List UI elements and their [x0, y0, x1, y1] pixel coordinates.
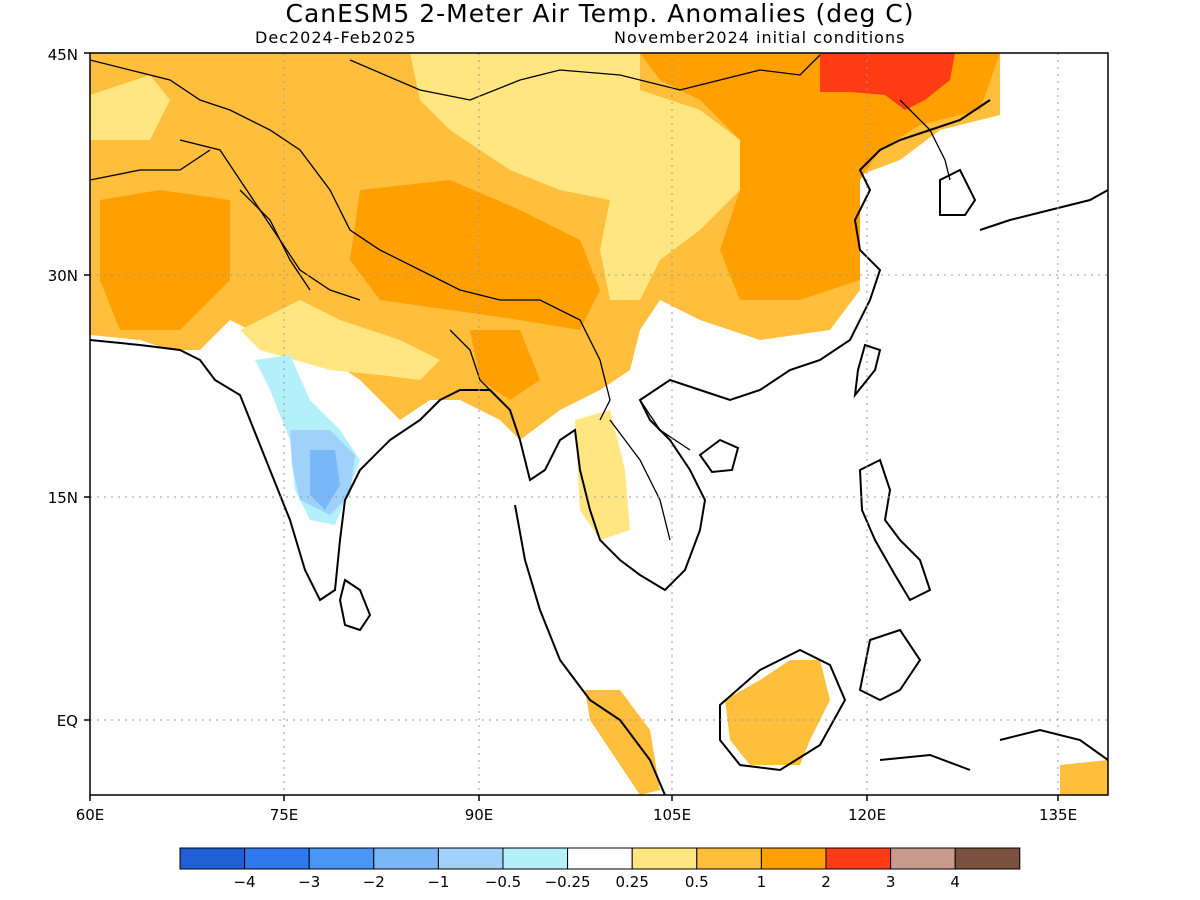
- longitude-labels: 60E 75E 90E 105E 120E 135E: [76, 806, 1077, 824]
- colorbar-swatch: [437, 847, 504, 870]
- lon-label: 75E: [270, 806, 299, 824]
- colorbar-swatch: [308, 847, 375, 870]
- colorbar-label: 0.25: [615, 873, 648, 891]
- colorbar-label: −0.25: [545, 873, 591, 891]
- map-frame: [89, 52, 1109, 796]
- lon-label: 135E: [1039, 806, 1077, 824]
- colorbar-label: 1: [757, 873, 767, 891]
- colorbar-swatch: [954, 847, 1021, 870]
- tick-marks: [84, 52, 1059, 801]
- grid-lines: [90, 53, 1108, 795]
- lon-label: 60E: [76, 806, 105, 824]
- lon-label: 105E: [653, 806, 691, 824]
- anomaly-region-hot-northeast: [640, 53, 1000, 300]
- anomaly-region-mild-west: [90, 75, 170, 140]
- colorbar: −4 −3 −2 −1 −0.5 −0.25 0.25 0.5 1 2 3 4: [179, 847, 1021, 891]
- colorbar-label: −2: [363, 873, 385, 891]
- anomaly-region-hot-west: [100, 190, 230, 330]
- colorbar-swatch: [890, 847, 956, 870]
- anomaly-region-hot-tibet: [350, 180, 600, 330]
- anomaly-region-hot-myanmar: [470, 330, 540, 400]
- anomaly-region-mild-north: [410, 53, 740, 300]
- lat-label: 15N: [48, 489, 78, 507]
- colorbar-swatch: [631, 847, 698, 870]
- colorbar-swatch: [373, 847, 439, 870]
- anomaly-fields: [90, 53, 1108, 795]
- anomaly-region-mild-india: [240, 300, 440, 380]
- anomaly-region-very-hot: [820, 53, 955, 110]
- colorbar-swatch: [567, 847, 633, 870]
- colorbar-label: 0.5: [685, 873, 709, 891]
- colorbar-swatch: [825, 847, 892, 870]
- colorbar-swatch: [760, 847, 827, 870]
- colorbar-label: 3: [886, 873, 896, 891]
- colorbar-label: −3: [298, 873, 320, 891]
- lat-label: 30N: [48, 267, 78, 285]
- lat-label: 45N: [48, 46, 78, 64]
- colorbar-swatch: [244, 847, 310, 870]
- colorbar-label: 2: [821, 873, 831, 891]
- colorbar-label: −4: [234, 873, 256, 891]
- latitude-labels: EQ 15N 30N 45N: [48, 46, 78, 730]
- colorbar-label: 4: [950, 873, 960, 891]
- colorbar-swatch: [179, 847, 246, 870]
- anomaly-region-sumatra: [585, 690, 660, 795]
- initial-conditions: November2024 initial conditions: [614, 28, 906, 47]
- anomaly-region-png: [1060, 760, 1108, 795]
- lat-label: EQ: [57, 712, 78, 730]
- lon-label: 90E: [465, 806, 494, 824]
- colorbar-swatch: [696, 847, 762, 870]
- coastlines: [90, 99, 1108, 795]
- forecast-period: Dec2024-Feb2025: [255, 28, 417, 47]
- colorbar-label: −1: [427, 873, 449, 891]
- anomaly-region-colder: [310, 450, 340, 510]
- map-title: CanESM5 2-Meter Air Temp. Anomalies (deg…: [285, 0, 915, 28]
- colorbar-label: −0.5: [485, 873, 521, 891]
- country-borders: [90, 54, 951, 541]
- colorbar-swatch: [502, 847, 569, 870]
- anomaly-region-borneo: [725, 660, 830, 765]
- lon-label: 120E: [848, 806, 886, 824]
